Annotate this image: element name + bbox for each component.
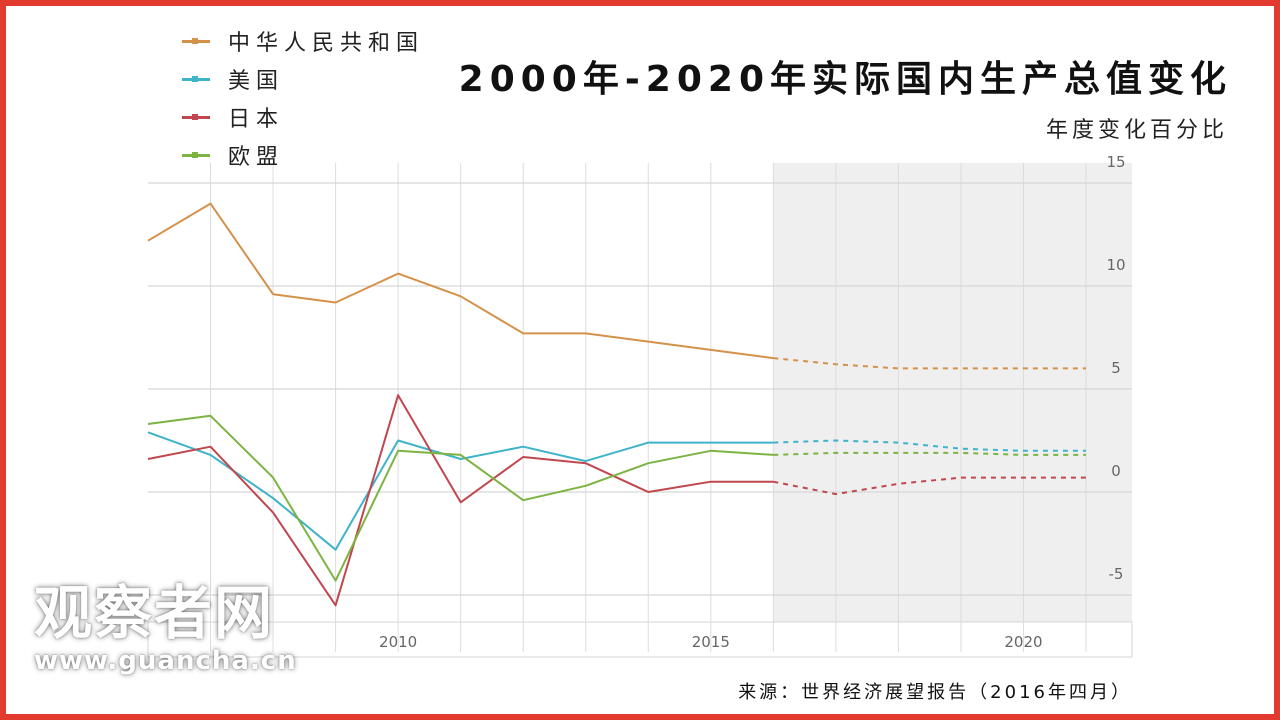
series-line-1-forecast: [773, 439, 1086, 452]
watermark-name: 观察者网: [34, 579, 275, 647]
legend-item-eu[interactable]: 欧盟: [182, 136, 424, 174]
chart-subtitle: 年度变化百分比: [1045, 118, 1228, 143]
chart-title: 2000年-2020年实际国内生产总值变化: [458, 59, 1232, 100]
series-line-0-actual: [147, 202, 774, 360]
y-tick-label: 0: [1111, 462, 1121, 480]
series-line-3-forecast: [773, 451, 1086, 456]
legend-swatch-china: [182, 37, 210, 44]
series-line-2-actual: [147, 394, 774, 607]
watermark-url: www.guancha.cn: [34, 646, 297, 676]
legend-label-japan: 日本: [228, 107, 285, 132]
chart-legend: 中华人民共和国 美国 日本 欧盟: [182, 22, 424, 174]
site-watermark: 观察者网 www.guancha.cn: [34, 566, 297, 676]
plot-background: [147, 163, 1133, 658]
legend-swatch-eu: [182, 151, 210, 158]
legend-label-china: 中华人民共和国: [228, 31, 425, 56]
series-line-2-forecast: [773, 476, 1086, 496]
x-tick-label: 2020: [1004, 633, 1042, 651]
legend-swatch-usa: [182, 75, 210, 82]
legend-item-china[interactable]: 中华人民共和国: [182, 22, 424, 60]
axis-labels: 15 10 5 0 -5 2010 2015 2020: [379, 153, 1126, 651]
forecast-band: [773, 163, 1132, 652]
y-tick-label: 5: [1111, 359, 1121, 377]
y-tick-label: 15: [1106, 153, 1125, 171]
y-tick-label: -5: [1109, 565, 1124, 583]
legend-label-usa: 美国: [228, 69, 285, 94]
x-axis-strip: [147, 621, 1133, 658]
x-tick-label: 2010: [379, 633, 417, 651]
legend-item-usa[interactable]: 美国: [182, 60, 424, 98]
legend-swatch-japan: [182, 113, 210, 120]
series-line-1-actual: [147, 431, 774, 551]
x-tick-label: 2015: [692, 633, 730, 651]
series-line-0-forecast: [773, 357, 1086, 370]
chart-grid: [148, 163, 1132, 652]
legend-item-japan[interactable]: 日本: [182, 98, 424, 136]
series-layer: [147, 202, 1086, 607]
legend-label-eu: 欧盟: [228, 145, 285, 170]
series-line-3-actual: [147, 414, 774, 582]
y-tick-label: 10: [1106, 256, 1125, 274]
source-note: 来源：世界经济展望报告（2016年四月）: [738, 682, 1132, 703]
